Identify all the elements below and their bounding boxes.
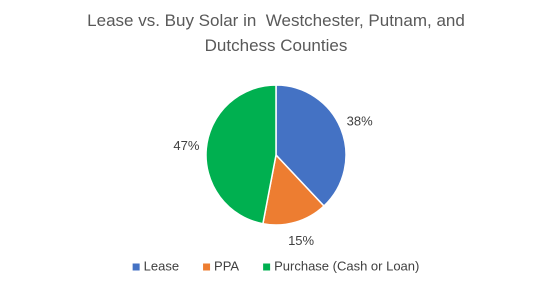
legend-swatch	[263, 263, 271, 271]
data-label: 15%	[288, 233, 314, 248]
data-label: 47%	[173, 138, 199, 153]
legend-label: Purchase (Cash or Loan)	[274, 258, 419, 273]
pie-slice	[205, 84, 277, 225]
pie-slice	[262, 153, 325, 226]
legend-swatch	[203, 263, 211, 271]
legend-label: PPA	[214, 258, 239, 273]
chart-title: Lease vs. Buy Solar in Westchester, Putn…	[87, 11, 470, 55]
legend-swatch	[132, 263, 140, 271]
data-label: 38%	[347, 113, 373, 128]
pie-slice	[275, 84, 347, 208]
legend-label: Lease	[144, 258, 179, 273]
